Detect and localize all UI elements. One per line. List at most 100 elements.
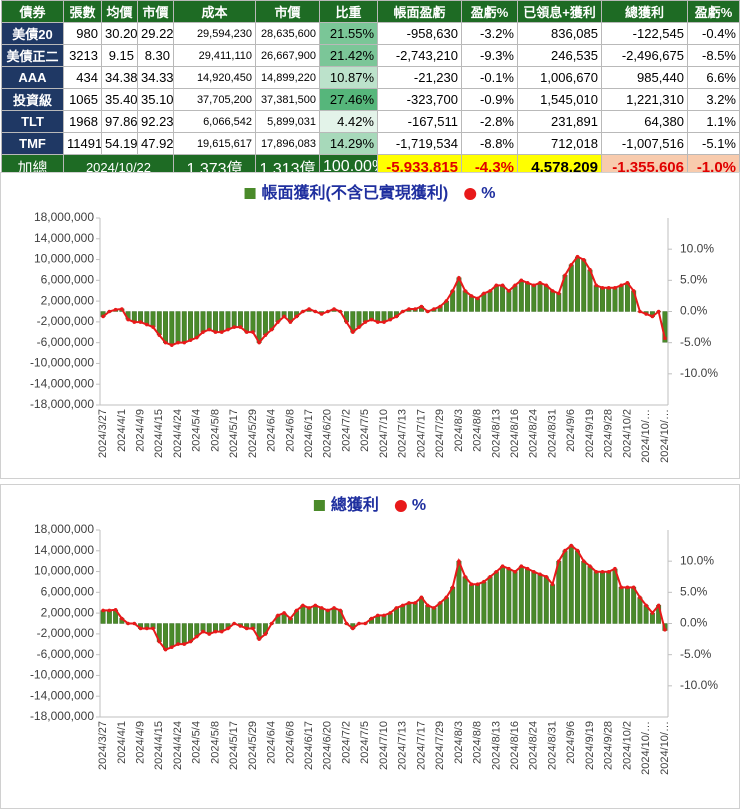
line-point [276, 613, 280, 618]
cell: 64,380 [601, 110, 688, 133]
line-point [619, 283, 623, 288]
line-point [525, 281, 530, 285]
bar [331, 607, 337, 624]
data-row: 投資級 1065 35.40 35.10 37,705,200 37,381,500 27.… [1, 88, 740, 111]
line-point [251, 330, 255, 334]
x-tick-label: 2024/9/19 [584, 721, 596, 770]
bar [600, 571, 605, 624]
line-point [581, 559, 586, 563]
line-point [588, 564, 592, 568]
line-point [363, 320, 368, 324]
cell: 92.23 [137, 110, 174, 133]
cell: -1,719,534 [377, 132, 462, 155]
cell: -8.5% [687, 44, 740, 67]
bar [262, 311, 268, 336]
bar [531, 285, 537, 312]
bar [575, 550, 580, 624]
y-tick-label: -14,000,000 [30, 376, 94, 390]
line-point [581, 257, 586, 262]
bar [175, 311, 181, 343]
y-tick-label: 10,000,000 [34, 252, 94, 266]
row-label: TLT [1, 110, 64, 133]
legend: 帳面獲利(不含已實現獲利)% [244, 183, 495, 202]
line-point [132, 621, 137, 626]
bar [206, 311, 212, 330]
row-label: TMF [1, 132, 64, 155]
line-point [238, 325, 243, 329]
x-tick-label: 2024/8/24 [528, 409, 540, 458]
chart-panel [0, 172, 740, 479]
cell: 985,440 [601, 66, 688, 89]
y-tick-label: 10,000,000 [34, 564, 94, 578]
bar [213, 311, 218, 333]
header-row: 債券 張數 均價 市價 成本 市價 比重 帳面盈虧 盈虧% 已領息+獲利 總獲利 盈虧% [1, 0, 740, 23]
bar [225, 311, 231, 330]
bar [306, 607, 312, 624]
row-label: 投資級 [1, 88, 64, 111]
line-point [288, 320, 293, 324]
line-point [463, 289, 467, 293]
x-tick-label: 2024/4/15 [153, 409, 165, 458]
cell: 14.29% [319, 132, 378, 155]
bar [437, 602, 443, 624]
line-point [126, 621, 130, 626]
line-point [425, 309, 430, 314]
bar [481, 293, 487, 312]
cell: -0.4% [687, 22, 740, 45]
bar [431, 607, 437, 624]
cell: 21.55% [319, 22, 378, 45]
bar [475, 298, 481, 312]
x-tick-label: 2024/4/9 [134, 721, 146, 764]
legend: 總獲利% [313, 495, 426, 514]
column-header: 已領息+獲利 [517, 0, 602, 23]
bar [618, 285, 624, 312]
cell: 4.42% [319, 110, 378, 133]
legend-label: 帳面獲利(不含已實現獲利) [262, 183, 449, 202]
cell: 28,635,600 [255, 22, 320, 45]
x-tick-label: 2024/7/29 [434, 409, 446, 458]
bar [100, 610, 106, 624]
line-point [544, 574, 549, 579]
bar [506, 568, 512, 624]
bar [163, 311, 168, 343]
cell: 9.15 [101, 44, 138, 67]
bar [568, 545, 574, 624]
line-point [369, 616, 374, 621]
bar [593, 285, 599, 312]
y-tick-label: -6,000,000 [37, 335, 95, 349]
line-point [219, 330, 224, 334]
line-point [544, 283, 549, 288]
x-tick-label: 2024/6/8 [284, 721, 296, 764]
x-tick-label: 2024/4/9 [134, 409, 146, 452]
x-tick-label: 2024/4/1 [116, 721, 128, 764]
line-point [563, 273, 567, 278]
bar [450, 586, 456, 624]
line-point [107, 309, 112, 314]
cell: -323,700 [377, 88, 462, 111]
bar [537, 282, 543, 312]
y-tick-label: -18,000,000 [30, 709, 94, 723]
line-point [532, 283, 536, 288]
line-point [625, 281, 630, 285]
line-point [301, 309, 305, 314]
cell: 17,896,083 [255, 132, 320, 155]
line-point [644, 603, 648, 608]
line-point [400, 603, 405, 608]
x-tick-label: 2024/10/… [659, 409, 671, 463]
line-point [432, 307, 436, 311]
x-tick-label: 2024/6/4 [266, 409, 278, 452]
line-point [469, 294, 474, 298]
line-point [619, 585, 623, 590]
line-point [463, 574, 467, 579]
cell: -122,545 [601, 22, 688, 45]
line-point [169, 343, 174, 347]
line-point [344, 320, 349, 324]
line-point [357, 621, 361, 626]
chart: 18,000,000 14,000,000 10,000,000 6,000,000 2… [30, 183, 718, 463]
bar [419, 597, 424, 624]
cell: 246,535 [517, 44, 602, 67]
x-tick-label: 2024/5/4 [191, 721, 203, 764]
cell: 836,085 [517, 22, 602, 45]
bar [568, 264, 574, 312]
line-point [207, 632, 212, 636]
